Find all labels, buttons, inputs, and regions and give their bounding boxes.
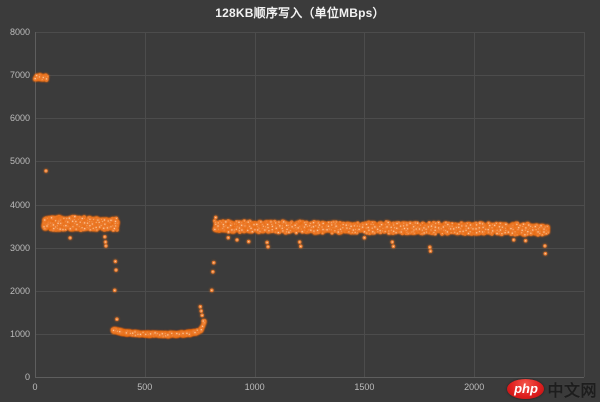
y-axis-tick-label: 8000 bbox=[9, 27, 30, 37]
y-axis-tick-label: 4000 bbox=[9, 199, 30, 210]
y-axis-tick-label: 1000 bbox=[9, 328, 30, 339]
php-logo-text: php bbox=[514, 380, 538, 396]
x-axis-tick-label: 1000 bbox=[244, 382, 265, 392]
y-axis-tick-label: 2000 bbox=[9, 285, 30, 296]
watermark: php 中文网 bbox=[507, 378, 597, 400]
x-axis-tick-label: 2000 bbox=[464, 382, 485, 392]
watermark-site-text: 中文网 bbox=[547, 383, 597, 400]
y-axis-tick-label: 7000 bbox=[9, 70, 30, 81]
x-axis-tick-label: 1500 bbox=[354, 382, 375, 392]
y-axis-tick-label: 3000 bbox=[9, 242, 30, 253]
y-axis-tick-label: 6000 bbox=[9, 113, 30, 124]
x-axis-tick-label: 500 bbox=[137, 382, 153, 392]
php-logo-icon: php bbox=[507, 379, 545, 399]
y-axis-tick-label: 0 bbox=[24, 372, 30, 382]
x-axis-tick-label: 0 bbox=[32, 382, 38, 392]
y-axis-tick-label: 5000 bbox=[9, 156, 30, 167]
chart-title: 128KB顺序写入（单位MBps） bbox=[215, 6, 385, 20]
